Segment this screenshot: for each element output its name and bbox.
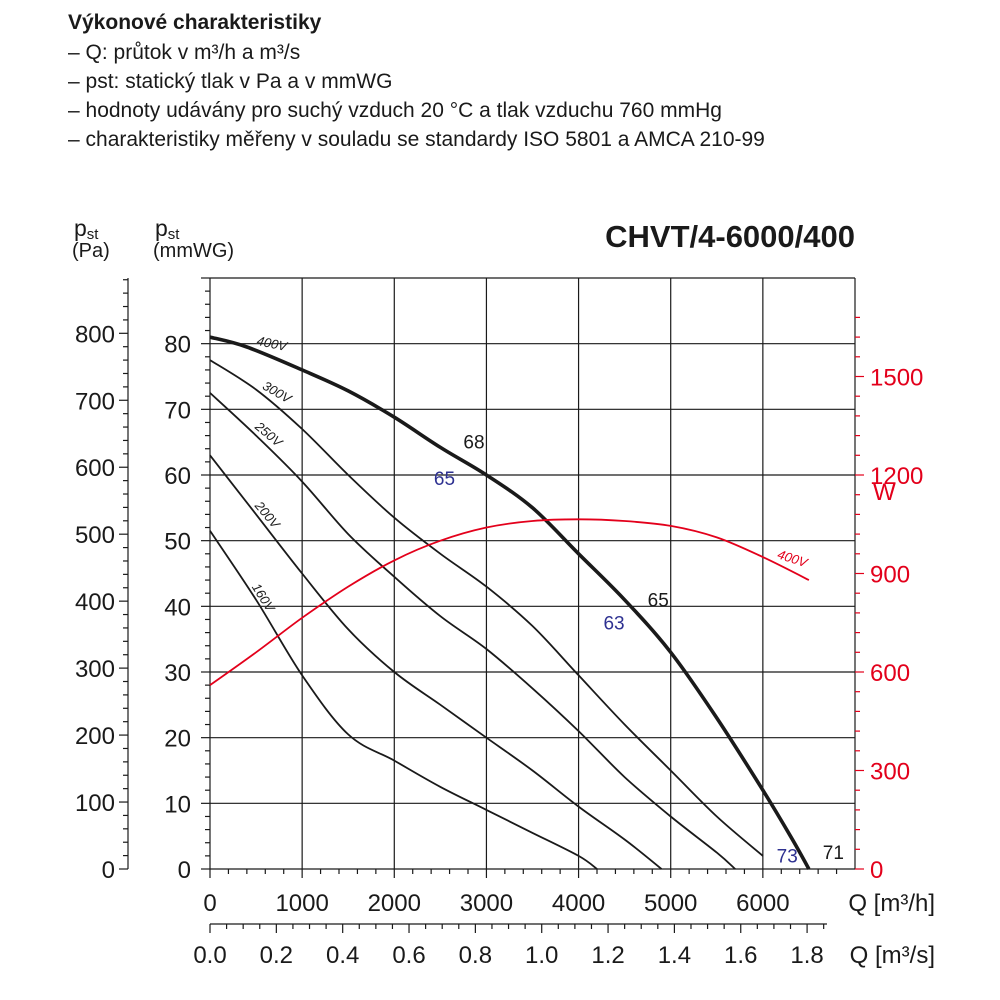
note-line-3: – hodnoty udávány pro suchý vzduch 20 °C… bbox=[68, 99, 722, 122]
annotation-label: 63 bbox=[603, 613, 624, 634]
note-line-4: – charakteristiky měřeny v souladu se st… bbox=[68, 128, 765, 151]
pa-tick-label: 400 bbox=[75, 589, 115, 616]
q-tick-label: 5000 bbox=[644, 890, 697, 917]
annotation-label: 68 bbox=[463, 433, 484, 454]
annotation-label: 65 bbox=[648, 590, 669, 611]
chart-curves bbox=[209, 335, 811, 870]
q-tick-label: 1000 bbox=[275, 890, 328, 917]
chart-grid bbox=[209, 277, 856, 870]
pa-axis-unit: (Pa) bbox=[72, 240, 110, 262]
mmwg-axis-title: pst bbox=[155, 215, 180, 243]
curve-pressure-200v bbox=[209, 454, 663, 870]
qs-tick-label: 0.2 bbox=[260, 942, 293, 969]
header-block: Výkonové charakteristiky – Q: průtok v m… bbox=[68, 8, 765, 154]
qs-tick-label: 1.0 bbox=[525, 942, 558, 969]
power-axis-title: W bbox=[873, 479, 896, 506]
curve-pressure-250v bbox=[209, 392, 736, 870]
pa-tick-label: 600 bbox=[75, 455, 115, 482]
curve-label-160v: 160V bbox=[249, 581, 279, 616]
mmwg-tick-label: 70 bbox=[164, 397, 191, 424]
pa-tick-label: 300 bbox=[75, 656, 115, 683]
qs-tick-label: 1.8 bbox=[790, 942, 823, 969]
chart-axes: 0100200300400500600700800010203040506070… bbox=[72, 215, 935, 969]
power-tick-label: 300 bbox=[870, 759, 910, 786]
chart-title: CHVT/4-6000/400 bbox=[605, 219, 855, 254]
mmwg-tick-label: 0 bbox=[178, 857, 191, 884]
curve-label-power-400v: 400V bbox=[776, 547, 811, 571]
q-tick-label: 2000 bbox=[368, 890, 421, 917]
qs-tick-label: 1.2 bbox=[591, 942, 624, 969]
curve-pressure-160v bbox=[209, 530, 598, 870]
mmwg-tick-label: 60 bbox=[164, 463, 191, 490]
annotation-label: 65 bbox=[434, 469, 455, 490]
pa-tick-label: 0 bbox=[102, 857, 115, 884]
pa-tick-label: 800 bbox=[75, 321, 115, 348]
q-axis-title: Q [m³/h] bbox=[848, 890, 935, 917]
mmwg-tick-label: 30 bbox=[164, 660, 191, 687]
pa-tick-label: 500 bbox=[75, 522, 115, 549]
curve-label-250v: 250V bbox=[252, 418, 287, 451]
annotation-label: 73 bbox=[777, 846, 798, 867]
q-tick-label: 0 bbox=[203, 890, 216, 917]
note-line-1: – Q: průtok v m³/h a m³/s bbox=[68, 41, 301, 64]
pa-axis-title: pst bbox=[74, 215, 99, 243]
qs-axis-title: Q [m³/s] bbox=[850, 942, 935, 969]
curve-label-400v: 400V bbox=[255, 333, 289, 354]
power-tick-label: 600 bbox=[870, 660, 910, 687]
section-title: Výkonové charakteristiky bbox=[68, 11, 322, 34]
power-tick-label: 1200 bbox=[870, 463, 923, 490]
annotation-label: 71 bbox=[823, 843, 844, 864]
q-tick-label: 6000 bbox=[736, 890, 789, 917]
mmwg-tick-label: 40 bbox=[164, 594, 191, 621]
qs-tick-label: 1.4 bbox=[658, 942, 691, 969]
power-tick-label: 1500 bbox=[870, 365, 923, 392]
note-line-2: – pst: statický tlak v Pa a v mmWG bbox=[68, 70, 393, 93]
mmwg-tick-label: 50 bbox=[164, 529, 191, 556]
qs-tick-label: 0.4 bbox=[326, 942, 359, 969]
qs-tick-label: 0.6 bbox=[392, 942, 425, 969]
qs-tick-label: 1.6 bbox=[724, 942, 757, 969]
mmwg-tick-label: 10 bbox=[164, 791, 191, 818]
pa-tick-label: 700 bbox=[75, 388, 115, 415]
curve-pressure-400v bbox=[209, 335, 811, 870]
pa-tick-label: 200 bbox=[75, 723, 115, 750]
qs-tick-label: 0.0 bbox=[193, 942, 226, 969]
mmwg-axis-unit: (mmWG) bbox=[153, 240, 234, 262]
curve-power-400v bbox=[209, 518, 810, 686]
pa-tick-label: 100 bbox=[75, 790, 115, 817]
q-tick-label: 4000 bbox=[552, 890, 605, 917]
q-tick-label: 3000 bbox=[460, 890, 513, 917]
power-tick-label: 900 bbox=[870, 562, 910, 589]
curve-pressure-300v bbox=[209, 359, 764, 857]
curve-label-300v: 300V bbox=[260, 378, 295, 407]
mmwg-tick-label: 20 bbox=[164, 726, 191, 753]
mmwg-tick-label: 80 bbox=[164, 332, 191, 359]
qs-tick-label: 0.8 bbox=[459, 942, 492, 969]
power-tick-label: 0 bbox=[870, 857, 883, 884]
